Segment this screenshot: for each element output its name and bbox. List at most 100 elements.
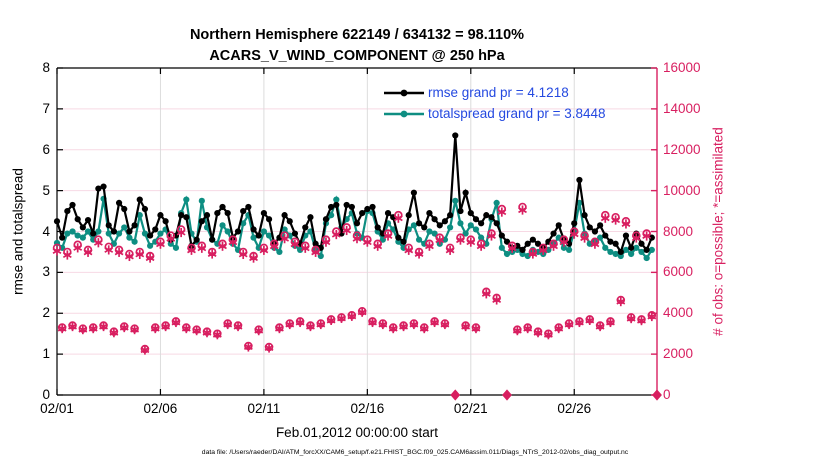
rmse-marker bbox=[369, 203, 376, 211]
totalspread-marker bbox=[141, 230, 149, 237]
rmse-marker bbox=[426, 210, 433, 217]
rmse-marker bbox=[53, 218, 61, 225]
obs-assimilated-asterisk-marker bbox=[99, 323, 108, 330]
totalspread-marker bbox=[452, 197, 459, 204]
totalspread-marker bbox=[602, 244, 609, 251]
obs-assimilated-asterisk-marker bbox=[331, 231, 341, 238]
totalspread-marker bbox=[250, 234, 257, 241]
obs-assimilated-asterisk-marker bbox=[585, 317, 595, 324]
rmse-marker bbox=[374, 224, 381, 231]
obs-assimilated-asterisk-marker bbox=[538, 247, 548, 254]
rmse-marker bbox=[79, 224, 86, 231]
rmse-marker bbox=[493, 220, 500, 227]
obs-assimilated-asterisk-marker bbox=[435, 237, 445, 244]
series-obs_assimilated bbox=[52, 205, 662, 401]
totalspread-marker bbox=[607, 248, 614, 256]
right-axis-tick-label: 8000 bbox=[663, 223, 694, 239]
rmse-marker bbox=[162, 218, 169, 225]
obs-assimilated-asterisk-marker bbox=[559, 239, 569, 246]
legend-item-totalspread: totalspread grand pr = 3.8448 bbox=[383, 103, 606, 124]
right-axis-tick-label: 2000 bbox=[663, 346, 694, 362]
obs-assimilated-asterisk-marker bbox=[166, 235, 176, 242]
obs-zero-diamond-marker bbox=[502, 389, 512, 401]
totalspread-marker bbox=[498, 244, 505, 251]
left-axis-tick-label: 7 bbox=[42, 100, 50, 116]
obs-assimilated-asterisk-marker bbox=[362, 239, 372, 246]
totalspread-marker bbox=[121, 224, 128, 231]
obs-assimilated-asterisk-marker bbox=[223, 321, 233, 328]
obs-assimilated-asterisk-marker bbox=[114, 249, 124, 256]
totalspread-marker bbox=[565, 246, 573, 253]
totalspread-marker bbox=[79, 234, 86, 241]
rmse-marker bbox=[115, 199, 123, 206]
rmse-marker bbox=[395, 234, 402, 241]
rmse-marker bbox=[597, 222, 604, 229]
obs-assimilated-asterisk-marker bbox=[125, 253, 134, 260]
chart-subtitle: ACARS_V_WIND_COMPONENT @ 250 hPa bbox=[209, 48, 505, 64]
obs-zero-diamond-marker bbox=[450, 389, 461, 401]
totalspread-marker bbox=[297, 246, 304, 253]
rmse-marker bbox=[503, 238, 511, 245]
obs-assimilated-asterisk-marker bbox=[52, 247, 62, 254]
x-axis-tick-label: 02/11 bbox=[247, 401, 281, 416]
obs-assimilated-asterisk-marker bbox=[88, 325, 98, 332]
rmse-marker bbox=[240, 207, 247, 215]
obs-assimilated-asterisk-marker bbox=[611, 217, 621, 224]
totalspread-marker bbox=[126, 234, 133, 241]
obs-assimilated-asterisk-marker bbox=[321, 239, 331, 246]
series-rmse bbox=[53, 132, 655, 256]
totalspread-marker bbox=[628, 250, 635, 258]
left-axis-tick-label: 3 bbox=[42, 264, 50, 280]
obs-assimilated-asterisk-marker bbox=[347, 313, 357, 320]
obs-assimilated-asterisk-marker bbox=[269, 243, 279, 250]
rmse-marker bbox=[447, 212, 454, 219]
obs-assimilated-asterisk-marker bbox=[575, 319, 584, 326]
totalspread-marker bbox=[472, 226, 480, 233]
rmse-marker bbox=[328, 203, 335, 211]
tick-marks bbox=[56, 67, 657, 396]
totalspread-marker bbox=[224, 228, 231, 235]
totalspread-marker bbox=[115, 230, 123, 237]
obs-assimilated-asterisk-marker bbox=[466, 239, 476, 246]
rmse-marker bbox=[648, 234, 655, 241]
obs-assimilated-asterisk-marker bbox=[295, 319, 305, 326]
rmse-marker bbox=[84, 216, 92, 224]
obs-assimilated-asterisk-marker bbox=[202, 329, 212, 336]
obs-assimilated-asterisk-marker bbox=[518, 207, 527, 214]
obs-assimilated-asterisk-marker bbox=[109, 329, 119, 336]
obs-assimilated-asterisk-marker bbox=[476, 243, 486, 250]
totalspread-marker bbox=[493, 199, 500, 206]
rmse-marker bbox=[612, 240, 619, 247]
obs-assimilated-asterisk-marker bbox=[311, 249, 321, 256]
totalspread-marker bbox=[478, 234, 485, 241]
rmse-marker bbox=[131, 222, 138, 229]
totalspread-marker bbox=[240, 220, 247, 227]
chart-title: Northern Hemisphere 622149 / 634132 = 98… bbox=[189, 27, 525, 43]
obs-assimilated-asterisk-marker bbox=[528, 250, 538, 258]
obs-zero-diamond-marker bbox=[652, 389, 662, 401]
obs-assimilated-asterisk-marker bbox=[218, 243, 227, 250]
x-axis-tick-label: 02/06 bbox=[143, 401, 178, 416]
obs-assimilated-asterisk-marker bbox=[616, 298, 626, 305]
totalspread-marker bbox=[390, 226, 397, 233]
obs-assimilated-asterisk-marker bbox=[440, 321, 450, 328]
obs-assimilated-asterisk-marker bbox=[600, 215, 610, 222]
rmse-marker bbox=[478, 220, 485, 227]
totalspread-marker bbox=[612, 250, 619, 258]
rmse-marker bbox=[384, 210, 392, 217]
totalspread-marker bbox=[64, 230, 71, 237]
rmse-marker bbox=[472, 216, 480, 223]
rmse-marker bbox=[286, 218, 293, 225]
obs-assimilated-asterisk-marker bbox=[181, 325, 191, 332]
totalspread-marker bbox=[265, 232, 273, 239]
x-axis-tick-label: 02/21 bbox=[453, 401, 488, 416]
totalspread-marker bbox=[426, 228, 433, 235]
rmse-marker bbox=[307, 214, 314, 221]
totalspread-marker bbox=[643, 254, 650, 262]
rmse-marker bbox=[410, 189, 417, 196]
obs-assimilated-asterisk-marker bbox=[306, 323, 315, 330]
obs-assimilated-asterisk-marker bbox=[383, 232, 393, 240]
obs-assimilated-asterisk-marker bbox=[414, 250, 424, 258]
totalspread-marker bbox=[467, 222, 474, 229]
obs-assimilated-asterisk-marker bbox=[259, 247, 269, 254]
